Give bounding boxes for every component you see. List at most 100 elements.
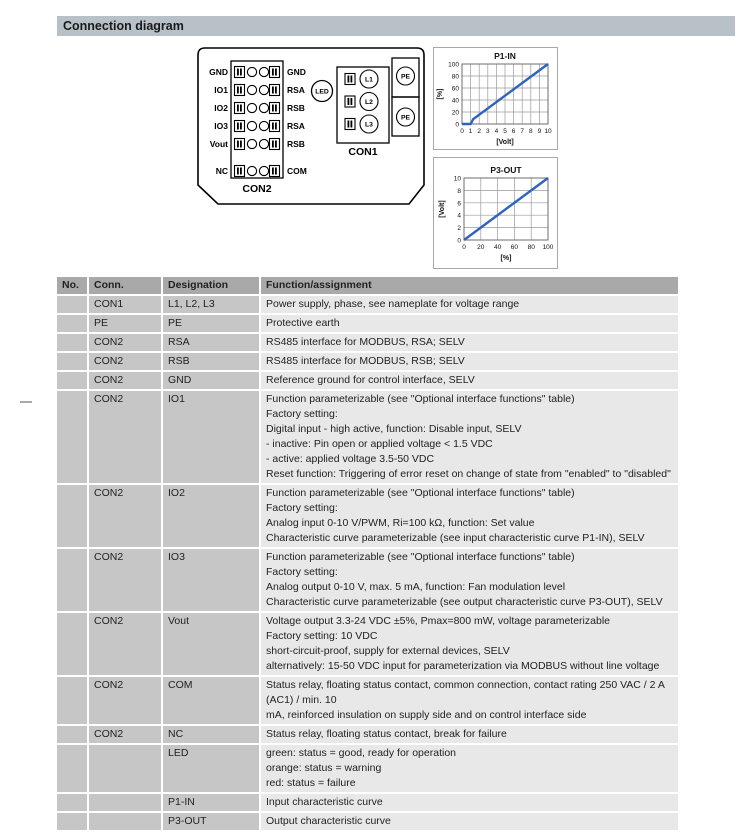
cell-designation: IO3 (163, 549, 259, 611)
table-row: LED green: status = good, ready for oper… (57, 745, 678, 792)
cell-function: Status relay, floating status contact, c… (261, 677, 678, 724)
cell-designation: IO2 (163, 485, 259, 547)
x-tick-label: 0 (460, 128, 464, 135)
phase-label: L2 (365, 99, 373, 106)
connection-table: No. Conn. Designation Function/assignmen… (55, 275, 680, 832)
y-tick-label: 100 (448, 62, 459, 69)
con2-left-label: IO3 (214, 121, 228, 131)
pe-block-bottom (391, 96, 420, 137)
characteristic-curve-line (463, 177, 549, 241)
x-tick-label: 20 (477, 244, 485, 251)
plot-frame (463, 177, 549, 241)
con2-left-label: IO1 (214, 85, 228, 95)
terminal-icon (233, 119, 246, 133)
screw-contact-icon (258, 120, 270, 132)
y-tick-label: 40 (452, 98, 460, 105)
phase-contact-icon (359, 91, 379, 112)
cell-function: Reference ground for control interface, … (261, 372, 678, 389)
cell-function: Voltage output 3.3-24 VDC ±5%, Pmax=800 … (261, 613, 678, 675)
header-designation: Designation (163, 277, 259, 294)
x-tick-label: 100 (543, 244, 554, 251)
y-tick-label: 80 (452, 74, 460, 81)
con1-row-l1: L1 (344, 69, 379, 89)
cell-no (57, 372, 87, 389)
screw-contact-icon (246, 66, 258, 78)
cell-function: RS485 interface for MODBUS, RSA; SELV (261, 334, 678, 351)
con2-left-label: IO2 (214, 103, 228, 113)
header-no: No. (57, 277, 87, 294)
table-row: CON2 GND Reference ground for control in… (57, 372, 678, 389)
cell-designation: LED (163, 745, 259, 792)
header-conn: Conn. (89, 277, 161, 294)
cell-conn: CON2 (89, 613, 161, 675)
cell-conn (89, 813, 161, 830)
con2-left-label: GND (209, 67, 228, 77)
y-tick-label: 20 (452, 110, 460, 117)
con1-row-l2: L2 (344, 91, 379, 112)
cell-conn: CON2 (89, 391, 161, 483)
y-tick-label: 2 (457, 225, 461, 232)
cell-designation: L1, L2, L3 (163, 296, 259, 313)
x-tick-label: 4 (495, 128, 499, 135)
y-tick-label: 4 (457, 213, 461, 220)
cell-no (57, 613, 87, 675)
con2-row-io2: IO2 RSB (214, 101, 305, 115)
y-tick-label: 0 (457, 238, 461, 245)
cell-conn: CON2 (89, 677, 161, 724)
con2-label: CON2 (242, 183, 271, 195)
cell-function: Status relay, floating status contact, b… (261, 726, 678, 743)
cell-conn: CON2 (89, 353, 161, 370)
phase-label: L1 (365, 77, 373, 84)
cell-designation: P3-OUT (163, 813, 259, 830)
table-row: CON2 IO2 Function parameterizable (see "… (57, 485, 678, 547)
table-row: CON2 IO1 Function parameterizable (see "… (57, 391, 678, 483)
terminal-icon (268, 119, 281, 133)
cell-no (57, 745, 87, 792)
screw-contact-icon (246, 84, 258, 96)
y-tick-label: 6 (457, 200, 461, 207)
section-title-bar: Connection diagram (57, 16, 735, 36)
y-tick-label: 8 (457, 188, 461, 195)
x-tick-label: 10 (544, 128, 552, 135)
terminal-icon (268, 101, 281, 115)
screw-contact-icon (246, 102, 258, 114)
x-tick-label: 2 (477, 128, 481, 135)
con2-right-label: GND (287, 67, 306, 77)
cell-function: Output characteristic curve (261, 813, 678, 830)
x-axis-label: [Volt] (496, 139, 513, 146)
screw-contact-icon (258, 84, 270, 96)
table-row: CON2 IO3 Function parameterizable (see "… (57, 549, 678, 611)
cell-designation: NC (163, 726, 259, 743)
con2-right-label: RSA (287, 85, 305, 95)
terminal-icon (233, 65, 246, 79)
y-tick-label: 60 (452, 86, 460, 93)
cell-function: green: status = good, ready for operatio… (261, 745, 678, 792)
y-axis-label: [Volt] (439, 200, 446, 217)
plot-frame (461, 63, 549, 125)
cell-conn: CON2 (89, 334, 161, 351)
x-tick-label: 0 (462, 244, 466, 251)
con2-right-label: RSB (287, 103, 305, 113)
phase-label: L3 (365, 122, 373, 129)
cell-no (57, 391, 87, 483)
cell-designation: IO1 (163, 391, 259, 483)
section-title: Connection diagram (63, 19, 184, 33)
con2-row-nc: NC COM (216, 164, 307, 178)
x-tick-label: 80 (528, 244, 536, 251)
screw-contact-icon (258, 102, 270, 114)
screw-contact-icon (258, 138, 270, 150)
cell-conn (89, 745, 161, 792)
x-tick-label: 6 (512, 128, 516, 135)
chart-title: P3-OUT (490, 165, 522, 175)
terminal-icon (233, 83, 246, 97)
connection-device-diagram: GND GND IO1 RSA IO2 RSB IO3 RSA Vout (197, 47, 425, 205)
phase-contact-icon (359, 114, 379, 134)
con1-block (336, 66, 390, 144)
screw-contact-icon (246, 138, 258, 150)
y-tick-label: 0 (455, 122, 459, 129)
cell-designation: COM (163, 677, 259, 724)
cell-designation: GND (163, 372, 259, 389)
con2-block (230, 60, 284, 179)
screw-contact-icon (258, 165, 270, 177)
